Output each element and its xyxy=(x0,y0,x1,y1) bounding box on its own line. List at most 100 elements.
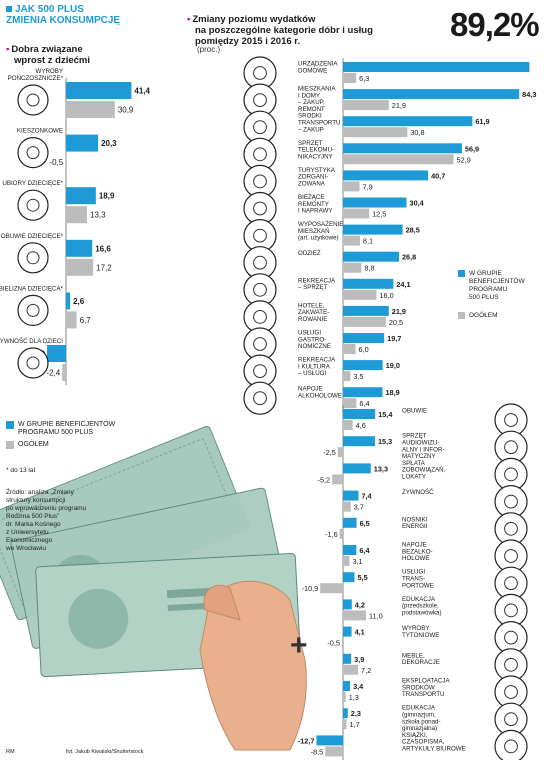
value-label-total: 6,3 xyxy=(359,74,369,83)
school-bell-icon-2-glyph xyxy=(504,712,518,727)
bar-beneficiaries xyxy=(343,626,352,637)
right-legend: W GRUPIE BENEFICJENTÓW PROGRAMU 500 PLUS OG… xyxy=(458,270,525,320)
value-label-total: 6,0 xyxy=(359,345,369,354)
legend-label: OGÓŁEM xyxy=(18,441,49,448)
footnote: * do 13 lat xyxy=(6,467,36,474)
bar-total xyxy=(343,692,346,702)
source-note: Źródło: analiza „Zmiany struktury konsum… xyxy=(6,489,116,553)
value-label-beneficiaries: 7,4 xyxy=(361,492,372,501)
value-label-total: -0,5 xyxy=(327,639,340,648)
bar-total xyxy=(339,528,343,539)
school-bell-icon-glyph xyxy=(504,603,518,618)
category-label: URZĄDZENIA xyxy=(298,61,338,68)
category-label: I KULTURA xyxy=(298,363,331,370)
value-label-total: 7,9 xyxy=(363,182,373,191)
value-label-beneficiaries: 4,1 xyxy=(355,628,365,637)
burger-icon-glyph xyxy=(253,337,267,351)
bar-beneficiaries xyxy=(66,187,96,205)
sock-icon-glyph xyxy=(26,93,40,107)
bar-beneficiaries xyxy=(343,409,376,419)
legend-label: BENEFICJENTÓW xyxy=(469,278,525,285)
category-label: EDUKACJA xyxy=(402,596,436,603)
bar-beneficiaries xyxy=(343,305,389,316)
right-heading-line-3: pomiędzy 2015 i 2016 r. xyxy=(195,36,301,47)
heading-marker: ▪ xyxy=(187,14,191,25)
value-label-total: 8,1 xyxy=(363,237,373,246)
books-icon xyxy=(494,729,528,760)
category-label: ROWANIE xyxy=(298,316,327,323)
value-label-total: 52,9 xyxy=(457,155,471,164)
tank-top-icon-glyph xyxy=(26,198,40,212)
bar-total xyxy=(325,746,343,757)
value-label-beneficiaries: 2,6 xyxy=(73,297,85,306)
apple-icon xyxy=(17,347,49,379)
bar-total xyxy=(343,181,360,192)
bottle-icon xyxy=(243,381,277,415)
bar-total xyxy=(66,258,94,276)
glass-icon-glyph xyxy=(504,549,518,563)
value-label-beneficiaries: 3,9 xyxy=(354,655,364,664)
value-label-beneficiaries: 40,7 xyxy=(431,171,445,180)
value-label-beneficiaries: 18,9 xyxy=(386,388,400,397)
category-label: KIESZONKOWE xyxy=(17,128,63,135)
bar-beneficiaries xyxy=(343,463,371,474)
category-label: REKREACJA xyxy=(298,357,336,364)
bar-total xyxy=(343,664,359,675)
category-label: szkoła ponad- xyxy=(402,718,441,725)
value-label-beneficiaries: 19,0 xyxy=(386,361,400,370)
books-icon-glyph xyxy=(504,739,518,754)
basketball-icon-glyph xyxy=(253,282,267,297)
value-label-total: 16,0 xyxy=(379,291,393,300)
value-label-total: -2,5 xyxy=(323,448,336,457)
value-label-beneficiaries: 6,5 xyxy=(360,519,370,528)
category-label: CZASOPISMA, xyxy=(402,739,445,746)
category-label: MEBLE, xyxy=(402,652,425,659)
value-label-total: 1,3 xyxy=(349,693,359,702)
title-line-2: ZMIENIA KONSUMPCJĘ xyxy=(6,15,121,26)
sun-icon-glyph xyxy=(253,174,267,189)
wallet-icon xyxy=(17,137,49,169)
bar-beneficiaries xyxy=(343,517,357,528)
bar-total xyxy=(343,610,366,621)
banknote-icon-glyph xyxy=(504,467,518,482)
wallet-icon-glyph xyxy=(26,146,40,160)
bar-total xyxy=(343,289,377,300)
value-label-beneficiaries: -12,7 xyxy=(298,736,315,745)
category-label: HOTELE, xyxy=(298,302,325,309)
value-label-total: 4,6 xyxy=(356,421,366,430)
category-label: WYROBY xyxy=(402,625,430,632)
value-label-beneficiaries: 6,4 xyxy=(359,546,370,555)
bar-beneficiaries xyxy=(343,89,520,100)
category-label: UBIORY DZIECIĘCE* xyxy=(2,180,63,187)
tobacco-icon-glyph xyxy=(504,630,518,645)
category-label: I NAPRAWY xyxy=(298,208,333,215)
category-label: (gimnazjum, xyxy=(402,712,436,719)
source-line: Ekonomicznego xyxy=(6,537,53,544)
source-line: Rodzina 500 Plus” xyxy=(6,513,60,520)
category-label: I DOMY xyxy=(298,92,320,99)
tank-top-icon xyxy=(17,189,49,221)
legend-swatch-beneficiaries xyxy=(6,421,14,429)
sock-icon xyxy=(17,84,49,116)
category-label: podstawówka) xyxy=(402,610,442,617)
bus-icon-glyph xyxy=(504,576,518,591)
category-label: TURYSTYKA xyxy=(298,167,336,174)
category-label: ENERGII xyxy=(402,523,428,530)
value-label-total: 8,8 xyxy=(364,264,374,273)
value-label-beneficiaries: 15,4 xyxy=(378,410,393,419)
value-label-total: -5,2 xyxy=(318,475,331,484)
value-label-beneficiaries: 2,3 xyxy=(351,709,361,718)
tv-icon-glyph xyxy=(504,440,518,455)
category-label: ZAKWATE- xyxy=(298,309,329,316)
bar-total xyxy=(332,474,343,485)
category-label: DEKORACJE xyxy=(402,659,440,666)
bar-beneficiaries xyxy=(343,116,473,127)
category-label: HOLOWE xyxy=(402,555,430,562)
bar-beneficiaries xyxy=(343,143,462,154)
value-label-beneficiaries: 26,8 xyxy=(402,253,416,262)
category-label: NOMICZNE xyxy=(298,343,331,350)
bar-beneficiaries xyxy=(343,490,359,501)
bar-beneficiaries xyxy=(47,345,66,362)
category-label: TELEKOMU- xyxy=(298,147,334,154)
value-label-total: 11,0 xyxy=(369,611,383,620)
